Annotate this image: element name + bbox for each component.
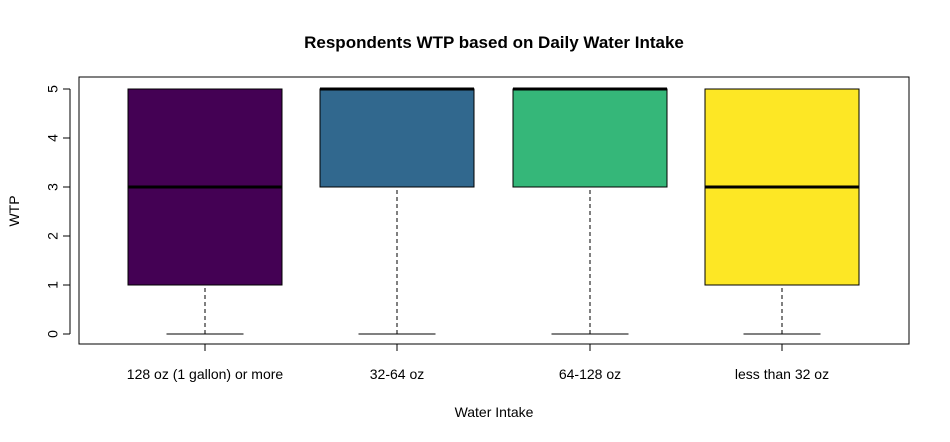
y-tick-label: 2 [45, 232, 61, 240]
chart-title: Respondents WTP based on Daily Water Int… [304, 33, 684, 52]
x-tick-label: less than 32 oz [735, 366, 829, 382]
y-tick-label: 3 [45, 183, 61, 191]
y-tick-label: 0 [45, 330, 61, 338]
boxes-layer [127, 87, 860, 335]
y-tick-label: 4 [45, 134, 61, 142]
box-group-2 [319, 87, 475, 335]
y-axis-label: WTP [6, 195, 22, 226]
box-iqr [512, 88, 668, 188]
box-group-3 [512, 87, 668, 335]
x-tick-label: 64-128 oz [559, 366, 621, 382]
box-group-4 [704, 88, 860, 335]
x-tick-label: 32-64 oz [370, 366, 424, 382]
box-group-1 [127, 88, 283, 335]
x-axis: 128 oz (1 gallon) or more 32-64 oz 64-128 … [127, 343, 829, 382]
y-axis: 0 1 2 3 4 5 [45, 85, 71, 338]
y-tick-label: 5 [45, 85, 61, 93]
y-tick-label: 1 [45, 281, 61, 289]
x-tick-label: 128 oz (1 gallon) or more [127, 366, 284, 382]
box-iqr [319, 88, 475, 188]
x-axis-label: Water Intake [455, 404, 534, 420]
